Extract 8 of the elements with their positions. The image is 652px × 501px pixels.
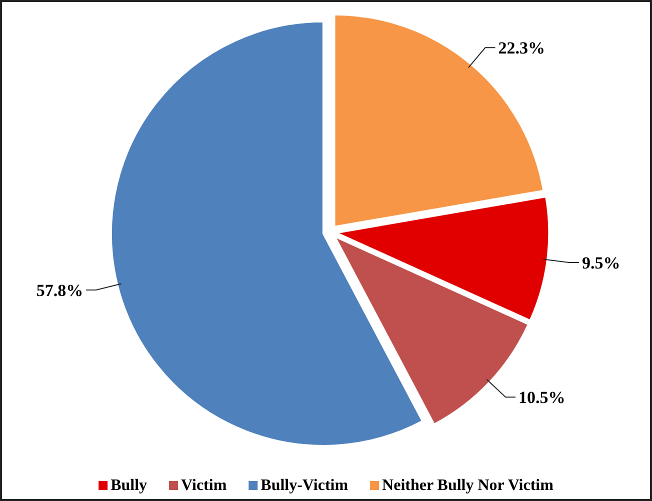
legend-label: Bully-Victim xyxy=(260,477,349,494)
legend-label: Neither Bully Nor Victim xyxy=(382,477,554,494)
data-label: 22.3% xyxy=(498,38,545,58)
legend-label: Bully xyxy=(110,477,148,494)
data-label: 9.5% xyxy=(582,254,620,272)
legend-label: Victim xyxy=(181,477,228,494)
data-label: 10.5% xyxy=(518,388,566,408)
data-label: 57.8% xyxy=(36,280,84,300)
